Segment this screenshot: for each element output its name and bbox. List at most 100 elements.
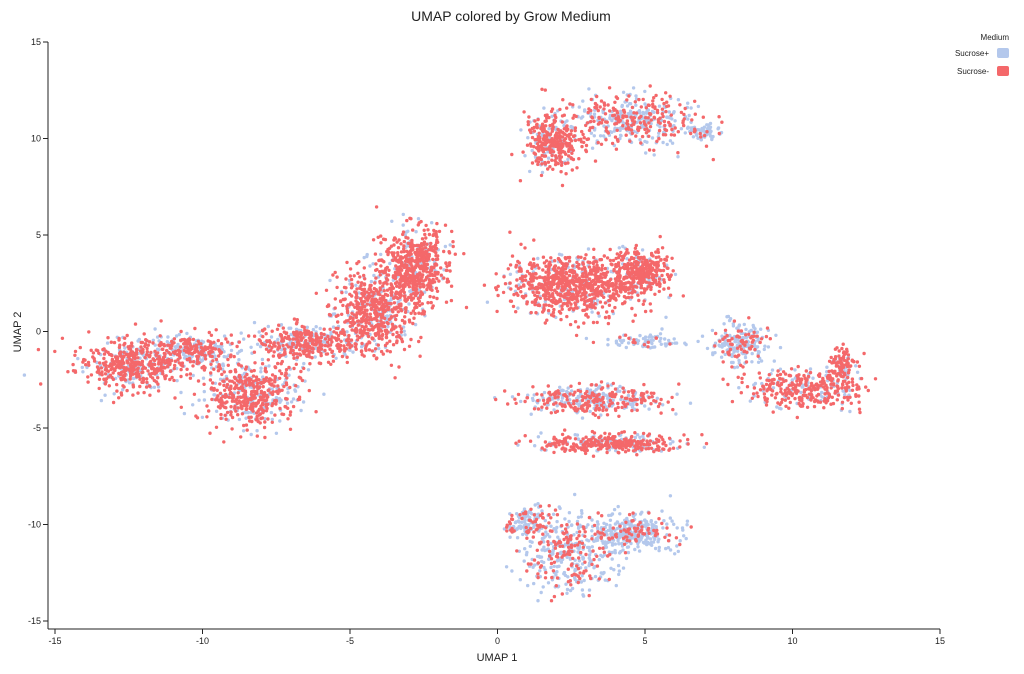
- point-sucrose-minus: [257, 407, 262, 411]
- point-sucrose-plus: [560, 388, 564, 392]
- point-sucrose-plus: [274, 431, 279, 435]
- point-sucrose-minus: [227, 395, 231, 399]
- point-sucrose-plus: [285, 401, 290, 405]
- point-sucrose-minus: [239, 364, 243, 368]
- point-sucrose-minus: [279, 371, 284, 376]
- point-sucrose-plus: [699, 138, 703, 142]
- point-sucrose-plus: [614, 339, 619, 343]
- point-sucrose-minus: [209, 362, 213, 366]
- point-sucrose-minus: [345, 304, 349, 309]
- point-sucrose-minus: [404, 306, 408, 310]
- point-sucrose-minus: [314, 339, 318, 344]
- point-sucrose-minus: [424, 236, 428, 240]
- point-sucrose-plus: [530, 148, 534, 153]
- point-sucrose-plus: [663, 337, 667, 341]
- point-sucrose-minus: [405, 218, 409, 223]
- point-sucrose-minus: [443, 223, 448, 227]
- point-sucrose-minus: [279, 362, 283, 366]
- point-sucrose-plus: [200, 415, 205, 419]
- point-sucrose-plus: [668, 139, 673, 143]
- point-sucrose-minus: [330, 350, 334, 354]
- point-sucrose-minus: [211, 346, 215, 351]
- point-sucrose-plus: [532, 581, 536, 586]
- point-sucrose-plus: [616, 563, 621, 568]
- point-sucrose-minus: [106, 350, 110, 355]
- point-sucrose-minus: [392, 243, 396, 247]
- point-sucrose-plus: [532, 523, 536, 528]
- point-sucrose-plus: [753, 344, 757, 349]
- point-sucrose-minus: [378, 286, 382, 290]
- point-sucrose-plus: [617, 569, 622, 573]
- point-sucrose-plus: [328, 278, 332, 283]
- point-sucrose-plus: [700, 334, 705, 338]
- point-sucrose-minus: [431, 273, 435, 278]
- point-sucrose-plus: [218, 377, 223, 381]
- point-sucrose-minus: [103, 372, 108, 376]
- point-sucrose-plus: [752, 325, 756, 329]
- point-sucrose-minus: [161, 347, 165, 351]
- point-sucrose-plus: [643, 518, 647, 522]
- point-sucrose-plus: [575, 433, 580, 437]
- point-sucrose-minus: [402, 244, 406, 248]
- point-sucrose-minus: [255, 434, 259, 438]
- point-sucrose-minus: [399, 257, 403, 262]
- point-sucrose-minus: [409, 245, 413, 249]
- point-sucrose-minus: [358, 286, 362, 290]
- point-sucrose-plus: [585, 387, 590, 391]
- point-sucrose-minus: [386, 247, 390, 252]
- point-sucrose-minus: [530, 276, 535, 280]
- point-sucrose-minus: [179, 338, 183, 343]
- point-sucrose-minus: [283, 352, 287, 356]
- point-sucrose-minus: [286, 417, 290, 421]
- point-sucrose-plus: [544, 530, 548, 534]
- point-sucrose-plus: [584, 566, 588, 570]
- point-sucrose-plus: [537, 554, 541, 559]
- point-sucrose-minus: [104, 363, 108, 368]
- point-sucrose-plus: [599, 553, 603, 558]
- point-sucrose-plus: [530, 540, 534, 544]
- point-sucrose-minus: [73, 353, 77, 357]
- point-sucrose-minus: [219, 412, 223, 417]
- point-sucrose-plus: [565, 591, 569, 595]
- point-sucrose-minus: [158, 344, 162, 348]
- point-sucrose-minus: [331, 273, 335, 277]
- point-sucrose-minus: [236, 406, 240, 410]
- point-sucrose-plus: [510, 569, 514, 573]
- point-sucrose-plus: [590, 529, 594, 533]
- point-sucrose-plus: [624, 345, 628, 350]
- point-sucrose-minus: [195, 416, 200, 420]
- point-sucrose-minus: [302, 351, 306, 356]
- point-sucrose-plus: [664, 344, 668, 348]
- point-sucrose-plus: [562, 298, 567, 302]
- point-sucrose-minus: [374, 357, 379, 361]
- point-sucrose-plus: [173, 345, 177, 349]
- point-sucrose-plus: [683, 131, 687, 135]
- point-sucrose-minus: [399, 260, 404, 265]
- point-sucrose-minus: [359, 320, 363, 324]
- point-sucrose-minus: [423, 278, 428, 282]
- point-sucrose-minus: [399, 302, 403, 306]
- point-sucrose-minus: [433, 246, 438, 250]
- point-sucrose-plus: [377, 346, 381, 351]
- point-sucrose-minus: [234, 370, 238, 374]
- point-sucrose-minus: [345, 360, 349, 365]
- point-sucrose-plus: [664, 315, 668, 319]
- point-sucrose-plus: [706, 123, 711, 127]
- point-sucrose-minus: [101, 347, 105, 352]
- point-sucrose-minus: [303, 341, 307, 346]
- point-sucrose-plus: [191, 403, 195, 407]
- point-sucrose-plus: [151, 338, 155, 342]
- point-sucrose-minus: [190, 347, 194, 351]
- point-sucrose-plus: [682, 534, 686, 538]
- point-sucrose-minus: [361, 315, 366, 319]
- point-sucrose-minus: [395, 280, 399, 284]
- point-sucrose-plus: [566, 157, 570, 162]
- point-sucrose-minus: [248, 419, 252, 423]
- point-sucrose-plus: [222, 334, 227, 338]
- point-sucrose-minus: [223, 388, 227, 392]
- point-sucrose-minus: [106, 375, 111, 379]
- point-sucrose-minus: [222, 370, 226, 374]
- point-sucrose-minus: [348, 292, 352, 296]
- point-sucrose-plus: [619, 109, 623, 114]
- point-sucrose-minus: [417, 311, 421, 315]
